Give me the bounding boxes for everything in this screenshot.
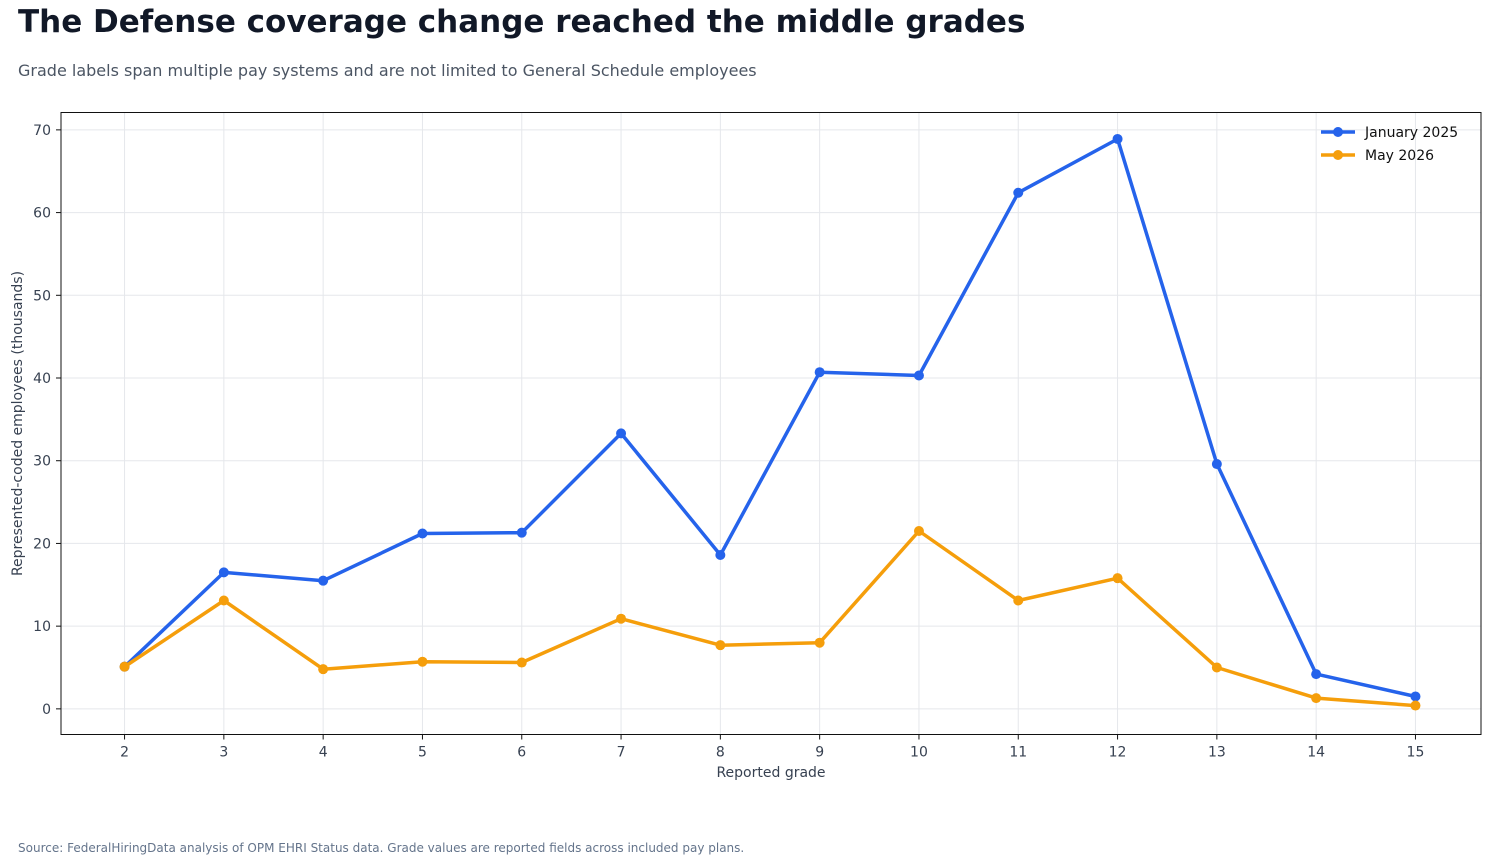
legend-label: January 2025 [1364,125,1458,141]
source-note: Source: FederalHiringData analysis of OP… [18,841,745,855]
x-tick-label: 5 [418,745,427,761]
x-tick-label: 4 [319,745,328,761]
x-tick-label: 12 [1109,745,1127,761]
x-tick-label: 2 [120,745,129,761]
x-tick-label: 7 [617,745,626,761]
data-point-january-2025 [715,550,726,561]
series-january-2025 [119,133,1421,702]
y-tick-label: 0 [42,702,51,718]
x-tick-label: 14 [1307,745,1325,761]
y-axis-label: Represented-coded employees (thousands) [10,271,26,576]
x-axis-label: Reported grade [716,765,825,781]
y-tick-label: 10 [33,619,51,635]
series-may-2026 [119,526,1421,711]
y-tick-label: 60 [33,206,51,222]
legend-label: May 2026 [1365,148,1434,164]
y-tick-label: 20 [33,536,51,552]
data-point-january-2025 [1410,691,1421,702]
data-point-may-2026 [516,657,527,668]
data-point-january-2025 [1112,133,1123,144]
plot-frame [60,112,1482,735]
x-tick-label: 9 [815,745,824,761]
data-point-may-2026 [318,664,329,675]
legend-item-january-2025: January 2025 [1321,125,1458,141]
legend-swatch-marker [1333,150,1343,160]
series-line-may-2026 [122,529,1418,708]
y-tick-label: 50 [33,288,51,304]
data-point-may-2026 [715,640,726,651]
data-point-may-2026 [814,637,825,648]
data-point-january-2025 [516,527,527,538]
data-point-january-2025 [1211,459,1222,470]
data-point-january-2025 [417,528,428,539]
data-point-may-2026 [1410,700,1421,711]
x-tick-label: 11 [1009,745,1027,761]
data-point-may-2026 [1013,595,1024,606]
x-tick-label: 10 [910,745,928,761]
data-point-may-2026 [417,656,428,667]
axis-ticks: 2 3 4 5 6 7 8 9 10 11 12 13 14 15 0 10 20 30 40 50 60 70 [33,123,1424,761]
data-point-may-2026 [1112,573,1123,584]
data-point-may-2026 [913,526,924,537]
y-tick-label: 70 [33,123,51,139]
data-point-january-2025 [616,428,627,439]
y-tick-label: 30 [33,454,51,470]
x-tick-label: 13 [1208,745,1226,761]
x-tick-label: 15 [1407,745,1425,761]
grid-lines [61,112,1481,735]
data-point-may-2026 [119,661,130,672]
legend: January 2025 May 2026 [1321,125,1458,164]
data-point-may-2026 [616,613,627,624]
data-point-may-2026 [218,595,229,606]
series-line-january-2025 [122,137,1418,699]
chart-title: The Defense coverage change reached the … [18,4,1026,40]
data-point-january-2025 [913,370,924,381]
data-point-may-2026 [1311,693,1322,704]
x-tick-label: 6 [517,745,526,761]
chart-subtitle: Grade labels span multiple pay systems a… [18,61,757,80]
y-tick-label: 40 [33,371,51,387]
legend-swatch-marker [1333,127,1343,137]
legend-item-may-2026: May 2026 [1321,148,1434,164]
data-point-january-2025 [1013,187,1024,198]
data-point-january-2025 [814,367,825,378]
x-tick-label: 8 [716,745,725,761]
series-lines [119,133,1421,711]
x-tick-label: 3 [219,745,228,761]
data-point-january-2025 [218,567,229,578]
data-point-may-2026 [1211,662,1222,673]
data-point-january-2025 [318,575,329,586]
data-point-january-2025 [1311,669,1322,680]
